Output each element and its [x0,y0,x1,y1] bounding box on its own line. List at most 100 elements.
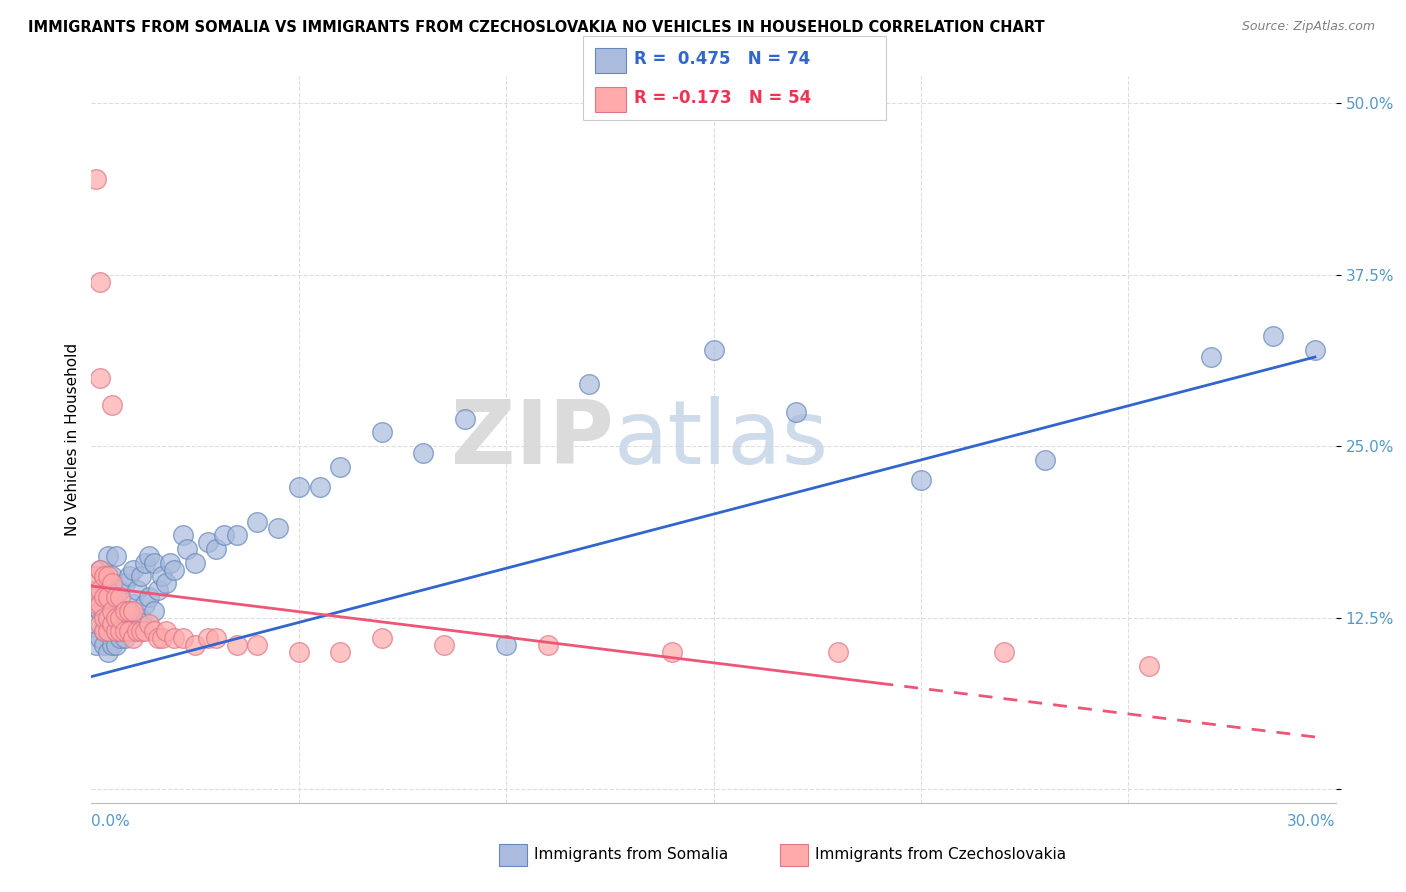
Point [287,645,309,659]
Point [114,631,136,645]
Point [118,604,141,618]
Point [89,370,111,384]
Point [159,556,181,570]
Point [205,542,228,557]
Point [142,604,165,618]
Point [536,638,558,652]
Point [150,569,173,583]
Point [105,610,128,624]
Point [101,638,124,652]
Text: atlas: atlas [614,396,830,483]
Point [150,631,173,645]
Point [125,583,148,598]
Point [371,425,394,440]
Point [134,597,156,611]
Point [121,624,145,639]
Point [134,556,156,570]
Point [246,638,269,652]
Point [329,645,352,659]
Point [125,617,148,632]
Point [129,610,152,624]
Text: R = -0.173   N = 54: R = -0.173 N = 54 [634,89,811,107]
Point [114,624,136,639]
Text: R =  0.475   N = 74: R = 0.475 N = 74 [634,51,810,69]
Point [110,610,132,624]
Text: 30.0%: 30.0% [1288,814,1336,829]
Point [1201,350,1223,364]
Point [93,590,115,604]
Point [101,576,124,591]
Point [827,645,849,659]
Text: 0.0%: 0.0% [91,814,131,829]
Point [197,631,219,645]
Point [205,631,228,645]
Point [84,583,107,598]
Point [142,556,165,570]
Y-axis label: No Vehicles in Household: No Vehicles in Household [65,343,80,536]
Point [84,617,107,632]
Point [993,645,1015,659]
Point [578,377,600,392]
Point [118,624,141,639]
Point [97,590,120,604]
Point [433,638,456,652]
Text: Source: ZipAtlas.com: Source: ZipAtlas.com [1241,20,1375,33]
Point [495,638,517,652]
Point [105,549,128,563]
Point [93,569,115,583]
Point [163,631,186,645]
Point [121,563,145,577]
Point [155,576,177,591]
Point [246,515,269,529]
Point [93,604,115,618]
Point [110,624,132,639]
Point [138,617,160,632]
Text: ZIP: ZIP [451,396,614,483]
Point [101,624,124,639]
Point [84,597,107,611]
Point [1303,343,1326,358]
Point [146,583,169,598]
Point [114,604,136,618]
Point [114,610,136,624]
Point [89,563,111,577]
Point [146,631,169,645]
Point [225,638,247,652]
Point [172,528,194,542]
Point [267,521,290,535]
Point [89,597,111,611]
Point [785,405,807,419]
Point [97,610,120,624]
Point [121,597,145,611]
Point [105,597,128,611]
Point [163,563,186,577]
Point [371,631,394,645]
Point [97,624,120,639]
Point [101,617,124,632]
Point [1263,329,1285,343]
Point [93,624,115,639]
Point [97,610,120,624]
Point [84,638,107,652]
Point [212,528,235,542]
Point [93,638,115,652]
Point [97,569,120,583]
Point [118,624,141,639]
Point [84,171,107,186]
Point [97,590,120,604]
Text: IMMIGRANTS FROM SOMALIA VS IMMIGRANTS FROM CZECHOSLOVAKIA NO VEHICLES IN HOUSEHO: IMMIGRANTS FROM SOMALIA VS IMMIGRANTS FR… [28,20,1045,35]
Point [110,590,132,604]
Point [138,549,160,563]
Point [101,604,124,618]
Point [118,604,141,618]
Point [89,604,111,618]
Point [225,528,247,542]
Point [114,576,136,591]
Point [110,631,132,645]
Point [134,624,156,639]
Point [84,569,107,583]
Point [97,645,120,659]
Point [453,411,475,425]
Point [142,624,165,639]
Point [121,604,145,618]
